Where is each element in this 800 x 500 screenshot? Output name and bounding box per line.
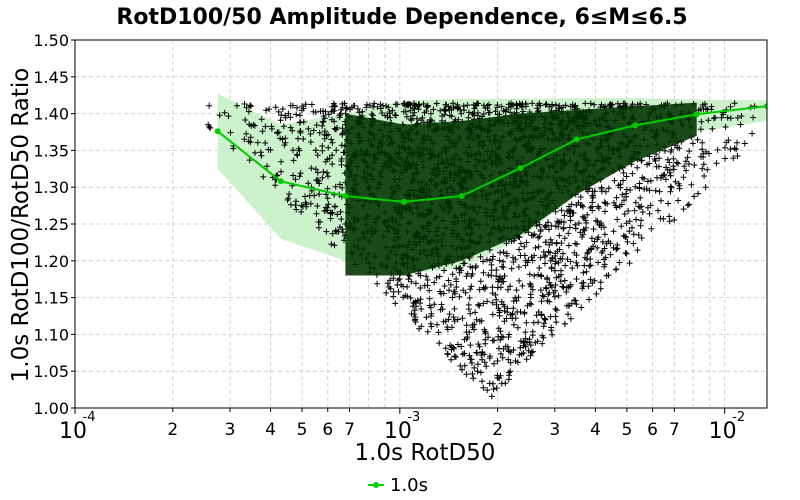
x-tick-label: 5 <box>297 420 308 440</box>
y-tick-label: 1.20 <box>33 252 69 271</box>
y-tick-label: 1.00 <box>33 399 69 418</box>
series-point <box>458 193 465 200</box>
series-line <box>217 105 767 203</box>
y-tick-label: 1.35 <box>33 141 69 160</box>
series-point <box>401 198 408 205</box>
x-axis-title: 1.0s RotD50 <box>355 440 496 466</box>
y-tick-label: 1.45 <box>33 68 69 87</box>
x-axis-ticks: 10-42 3 4 5 6 7 10-32 3 4 5 6 7 10-2 <box>59 408 745 444</box>
y-tick-label: 1.50 <box>33 31 69 50</box>
x-tick-label: 3 <box>225 420 236 440</box>
y-tick-label: 1.25 <box>33 215 69 234</box>
x-tick-label: 4 <box>265 420 276 440</box>
chart-title: RotD100/50 Amplitude Dependence, 6≤M≤6.5 <box>116 5 687 30</box>
series-point <box>517 165 524 172</box>
inner-band <box>345 102 697 276</box>
x-tick-label: 4 <box>590 420 601 440</box>
x-tick-label: 10 <box>709 419 737 444</box>
x-tick-label: 7 <box>344 420 355 440</box>
x-tick-label: 10 <box>59 419 87 444</box>
x-tick-exponent: -3 <box>407 410 420 425</box>
x-tick-label: 2 <box>167 420 178 440</box>
x-tick-label: 5 <box>621 420 632 440</box>
x-tick-label: 10 <box>384 419 412 444</box>
y-tick-label: 1.30 <box>33 178 69 197</box>
plot-area <box>205 93 767 400</box>
y-tick-label: 1.15 <box>33 289 69 308</box>
y-tick-label: 1.05 <box>33 362 69 381</box>
x-tick-label: 3 <box>549 420 560 440</box>
x-tick-label: 2 <box>492 420 503 440</box>
y-axis-title: 1.0s RotD100/RotD50 Ratio <box>8 68 34 383</box>
series-point <box>342 193 349 200</box>
legend-marker <box>373 482 379 488</box>
x-tick-exponent: -2 <box>732 410 745 425</box>
series-point <box>632 122 639 129</box>
legend-label: 1.0s <box>390 475 428 496</box>
x-tick-label: 7 <box>669 420 680 440</box>
legend: 1.0s <box>368 475 428 496</box>
series-point <box>573 136 580 143</box>
series-point <box>277 178 284 185</box>
x-tick-label: 6 <box>647 420 658 440</box>
y-tick-label: 1.40 <box>33 105 69 124</box>
series-point <box>214 128 221 135</box>
x-tick-label: 6 <box>322 420 333 440</box>
series-point <box>693 111 700 118</box>
series-point <box>764 103 767 110</box>
x-tick-exponent: -4 <box>83 410 96 425</box>
y-tick-label: 1.10 <box>33 325 69 344</box>
y-axis-ticks: 1.00 1.05 1.10 1.15 1.20 1.25 1.30 1.35 1.40 1.45… <box>33 31 75 418</box>
